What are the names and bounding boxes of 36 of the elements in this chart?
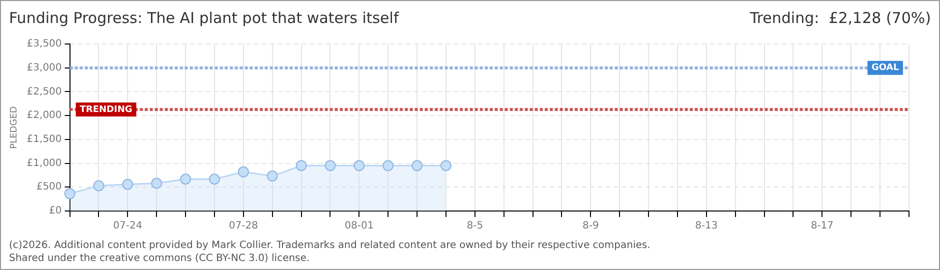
x-tick-label: 8-17: [810, 220, 834, 232]
text: Shared under the creative commons (CC BY-NC 3.0) license.: [9, 252, 311, 265]
text: Trending: £2,128 (70%): [750, 9, 931, 27]
y-tick-label: £2,000: [26, 110, 62, 122]
y-tick-label: £2,500: [26, 86, 62, 98]
point: [266, 170, 278, 182]
y-tick-label: £0: [49, 206, 62, 217]
point: [412, 160, 423, 172]
y-axis-title: PLEDGED: [10, 106, 20, 149]
x-tick-label: 8-13: [695, 220, 718, 232]
ref-line-label: GOAL: [872, 63, 900, 74]
x-tick-label: 08-01: [344, 220, 374, 232]
y-tick-label: £500: [36, 182, 62, 193]
point: [151, 178, 162, 189]
x-tick-label: 07-28: [228, 220, 258, 232]
ref-line-label: TRENDING: [80, 104, 132, 115]
y-tick-label: £1,000: [26, 158, 62, 169]
x-tick-label: 07-24: [113, 220, 142, 232]
point: [122, 178, 134, 190]
point: [238, 166, 249, 178]
point: [208, 174, 220, 185]
point: [180, 174, 192, 185]
chart-title: Funding Progress: The AI plant pot that waters itself: [9, 9, 399, 27]
point: [354, 160, 365, 172]
text: (c)2026. Additional content provided by Mark Collier. Trademarks and related content are owned by their respective companies.: [9, 239, 650, 252]
point: [93, 180, 104, 192]
point: [324, 160, 336, 172]
x-tick-label: 8-9: [582, 220, 599, 232]
y-tick-label: £3,000: [26, 62, 62, 74]
y-tick-label: £1,500: [26, 134, 62, 146]
x-tick-label: 8-5: [466, 220, 484, 232]
point: [440, 160, 452, 172]
point: [64, 188, 76, 200]
point: [382, 160, 394, 172]
point: [296, 160, 307, 172]
y-tick-label: £3,500: [26, 38, 62, 50]
